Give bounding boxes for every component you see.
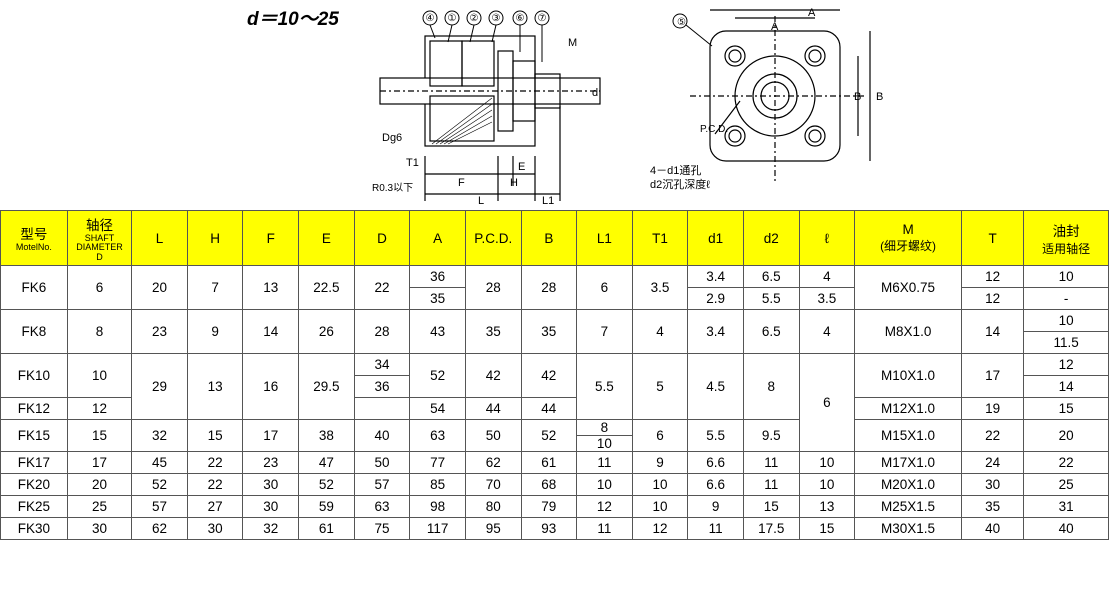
svg-text:A: A <box>808 7 816 19</box>
svg-text:⑤: ⑤ <box>677 17 686 28</box>
svg-text:B: B <box>876 91 883 103</box>
col-A: A <box>410 211 466 266</box>
col-oil: 油封适用轴径 <box>1024 211 1109 266</box>
row-fk30: FK30306230326175117959311121117.515M30X1… <box>1 518 1109 540</box>
svg-text:d2沉孔深度ℓ: d2沉孔深度ℓ <box>650 177 710 191</box>
svg-text:②: ② <box>470 13 479 24</box>
spec-table: 型号MotelNo. 轴径SHAFTDIAMETERD L H F E D A … <box>0 210 1109 540</box>
col-H: H <box>187 211 243 266</box>
col-E: E <box>299 211 355 266</box>
row-fk10a: FK10 10 29 13 16 29.5 34 52 42 42 5.5 5 … <box>1 354 1109 376</box>
svg-text:E: E <box>518 161 525 173</box>
col-M: M(细牙螺纹) <box>855 211 962 266</box>
col-L: L <box>132 211 188 266</box>
col-model: 型号MotelNo. <box>1 211 68 266</box>
col-B: B <box>521 211 577 266</box>
col-PCD: P.C.D. <box>465 211 521 266</box>
row-fk8a: FK8 8 23 9 14 26 28 43 35 35 7 4 3.4 6.5… <box>1 310 1109 332</box>
svg-text:B: B <box>854 91 861 103</box>
svg-text:H: H <box>510 177 518 189</box>
col-T1: T1 <box>632 211 688 266</box>
svg-text:L: L <box>478 195 484 206</box>
svg-text:Dg6: Dg6 <box>382 132 402 144</box>
col-L1: L1 <box>577 211 633 266</box>
svg-text:T1: T1 <box>406 157 419 169</box>
col-d1: d1 <box>688 211 744 266</box>
d-range-label: d＝10～25 <box>247 4 339 31</box>
svg-text:⑦: ⑦ <box>538 13 547 24</box>
svg-text:L1: L1 <box>542 195 554 206</box>
svg-text:④: ④ <box>426 13 435 24</box>
row-fk20: FK2020522230525785706810106.61110M20X1.0… <box>1 474 1109 496</box>
svg-text:M: M <box>568 37 577 49</box>
cross-section-diagram: ④ ① ② ③ ⑥ ⑦ M d Dg6 T1 E F H L L1 R0.3以下 <box>370 6 615 206</box>
flange-diagram: ⑤ A B B A P.C.D. 4－d1通孔d2沉孔深度ℓ <box>640 6 920 206</box>
svg-text:R0.3以下: R0.3以下 <box>372 183 413 194</box>
col-d2: d2 <box>743 211 799 266</box>
col-T: T <box>961 211 1023 266</box>
row-fk6a: FK6 6 20 7 13 22.5 22 36 28 28 6 3.5 3.4… <box>1 266 1109 288</box>
header-row: 型号MotelNo. 轴径SHAFTDIAMETERD L H F E D A … <box>1 211 1109 266</box>
row-fk25: FK25255727305963988079121091513M25X1.535… <box>1 496 1109 518</box>
svg-text:⑥: ⑥ <box>516 13 525 24</box>
svg-text:d: d <box>592 87 598 99</box>
svg-text:A: A <box>771 21 779 33</box>
col-ell: ℓ <box>799 211 855 266</box>
diagram-area: d＝10～25 <box>0 0 1109 210</box>
svg-text:①: ① <box>448 13 457 24</box>
row-fk15: FK15 15 32 15 17 38 40 63 50 52 810 6 5.… <box>1 420 1109 452</box>
row-fk17: FK171745222347507762611196.61110M17X1.02… <box>1 452 1109 474</box>
svg-text:P.C.D.: P.C.D. <box>700 124 728 135</box>
col-shaft: 轴径SHAFTDIAMETERD <box>67 211 132 266</box>
svg-text:4－d1通孔: 4－d1通孔 <box>650 164 701 177</box>
col-F: F <box>243 211 299 266</box>
svg-text:F: F <box>458 177 465 189</box>
svg-text:③: ③ <box>492 13 501 24</box>
shaft-sub: SHAFTDIAMETERD <box>70 234 130 262</box>
col-D: D <box>354 211 410 266</box>
